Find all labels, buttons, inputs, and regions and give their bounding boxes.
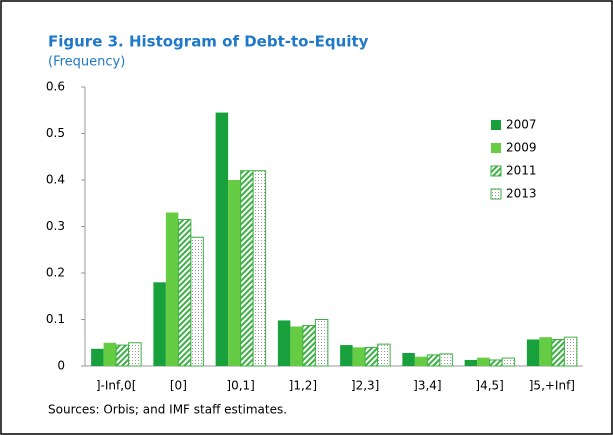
bar <box>290 326 303 366</box>
legend-swatch <box>491 120 501 130</box>
y-tick-label: 0.5 <box>46 126 65 140</box>
y-tick-label: 0.2 <box>46 266 65 280</box>
bar <box>91 348 104 366</box>
x-tick-label: ]4,5] <box>475 379 503 393</box>
legend-label: 2009 <box>506 141 537 155</box>
bar <box>563 336 578 367</box>
bar <box>103 342 117 366</box>
x-tick-label: [0] <box>170 379 187 393</box>
bar <box>377 343 391 367</box>
bar <box>426 354 441 367</box>
legend-swatch <box>490 165 502 177</box>
bar <box>165 212 179 366</box>
bar <box>215 112 229 366</box>
bar <box>539 337 552 366</box>
bar <box>526 339 540 366</box>
bar <box>115 344 130 367</box>
bar <box>551 338 565 367</box>
bar <box>128 342 142 367</box>
legend-swatch <box>491 143 501 153</box>
bar <box>439 353 453 367</box>
y-tick-label: 0.4 <box>46 173 65 187</box>
bar <box>277 320 291 366</box>
bar <box>464 359 478 366</box>
bar <box>477 357 490 366</box>
x-tick-label: ]2,3] <box>351 379 379 393</box>
legend-label: 2007 <box>506 118 537 132</box>
y-tick-label: 0 <box>57 359 65 373</box>
bar <box>177 219 192 367</box>
bar <box>414 356 428 366</box>
bar <box>489 359 503 367</box>
bar <box>240 170 254 367</box>
legend-swatch <box>490 188 502 200</box>
y-tick-label: 0.3 <box>46 219 65 233</box>
legend-label: 2013 <box>506 187 537 201</box>
bar <box>228 180 241 366</box>
bar <box>352 347 366 366</box>
bar <box>402 352 415 366</box>
chart-subtitle: (Frequency) <box>48 55 125 70</box>
bar <box>340 345 353 366</box>
y-tick-label: 0.1 <box>46 312 65 326</box>
bar <box>314 319 329 367</box>
bar <box>252 170 267 367</box>
bar <box>501 357 516 367</box>
y-tick-label: 0.6 <box>46 80 65 94</box>
legend-label: 2011 <box>506 164 537 178</box>
bar <box>302 325 316 367</box>
x-tick-label: ]5,+Inf] <box>529 379 575 393</box>
x-tick-label: ]0,1] <box>226 379 254 393</box>
source-note: Sources: Orbis; and IMF staff estimates. <box>48 403 287 417</box>
bar <box>153 282 166 366</box>
bar <box>364 346 379 367</box>
bar <box>190 236 204 367</box>
x-tick-label: ]-Inf,0[ <box>96 379 137 393</box>
x-tick-label: ]3,4] <box>413 379 441 393</box>
chart-title: Figure 3. Histogram of Debt-to-Equity <box>48 33 369 51</box>
x-tick-label: ]1,2] <box>289 379 317 393</box>
